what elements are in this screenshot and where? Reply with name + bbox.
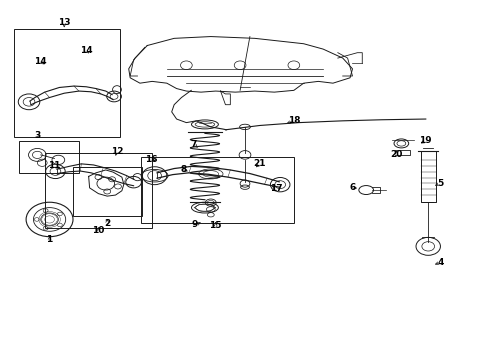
Bar — [19, 140, 79, 173]
Bar — [14, 30, 121, 137]
Text: 1: 1 — [47, 235, 53, 244]
Text: 17: 17 — [270, 184, 283, 193]
Bar — [142, 157, 294, 223]
Text: 21: 21 — [253, 159, 266, 168]
Text: 11: 11 — [48, 161, 61, 170]
Bar — [45, 153, 152, 228]
Text: 5: 5 — [437, 179, 443, 188]
Text: 16: 16 — [145, 155, 157, 164]
Bar — [73, 167, 143, 216]
Text: 4: 4 — [437, 258, 443, 267]
Text: 2: 2 — [104, 219, 110, 228]
Text: 3: 3 — [34, 131, 41, 140]
Text: 13: 13 — [58, 18, 71, 27]
Text: 19: 19 — [419, 136, 432, 145]
Text: 14: 14 — [80, 46, 93, 55]
Text: 8: 8 — [181, 165, 187, 174]
Text: 20: 20 — [390, 150, 403, 159]
Text: 18: 18 — [288, 116, 300, 125]
Text: 9: 9 — [192, 220, 198, 229]
Text: 6: 6 — [349, 183, 356, 192]
Text: 7: 7 — [191, 140, 197, 149]
Text: 15: 15 — [209, 221, 222, 230]
Text: 14: 14 — [34, 57, 47, 66]
Text: 10: 10 — [92, 226, 104, 235]
Text: 12: 12 — [111, 147, 123, 156]
